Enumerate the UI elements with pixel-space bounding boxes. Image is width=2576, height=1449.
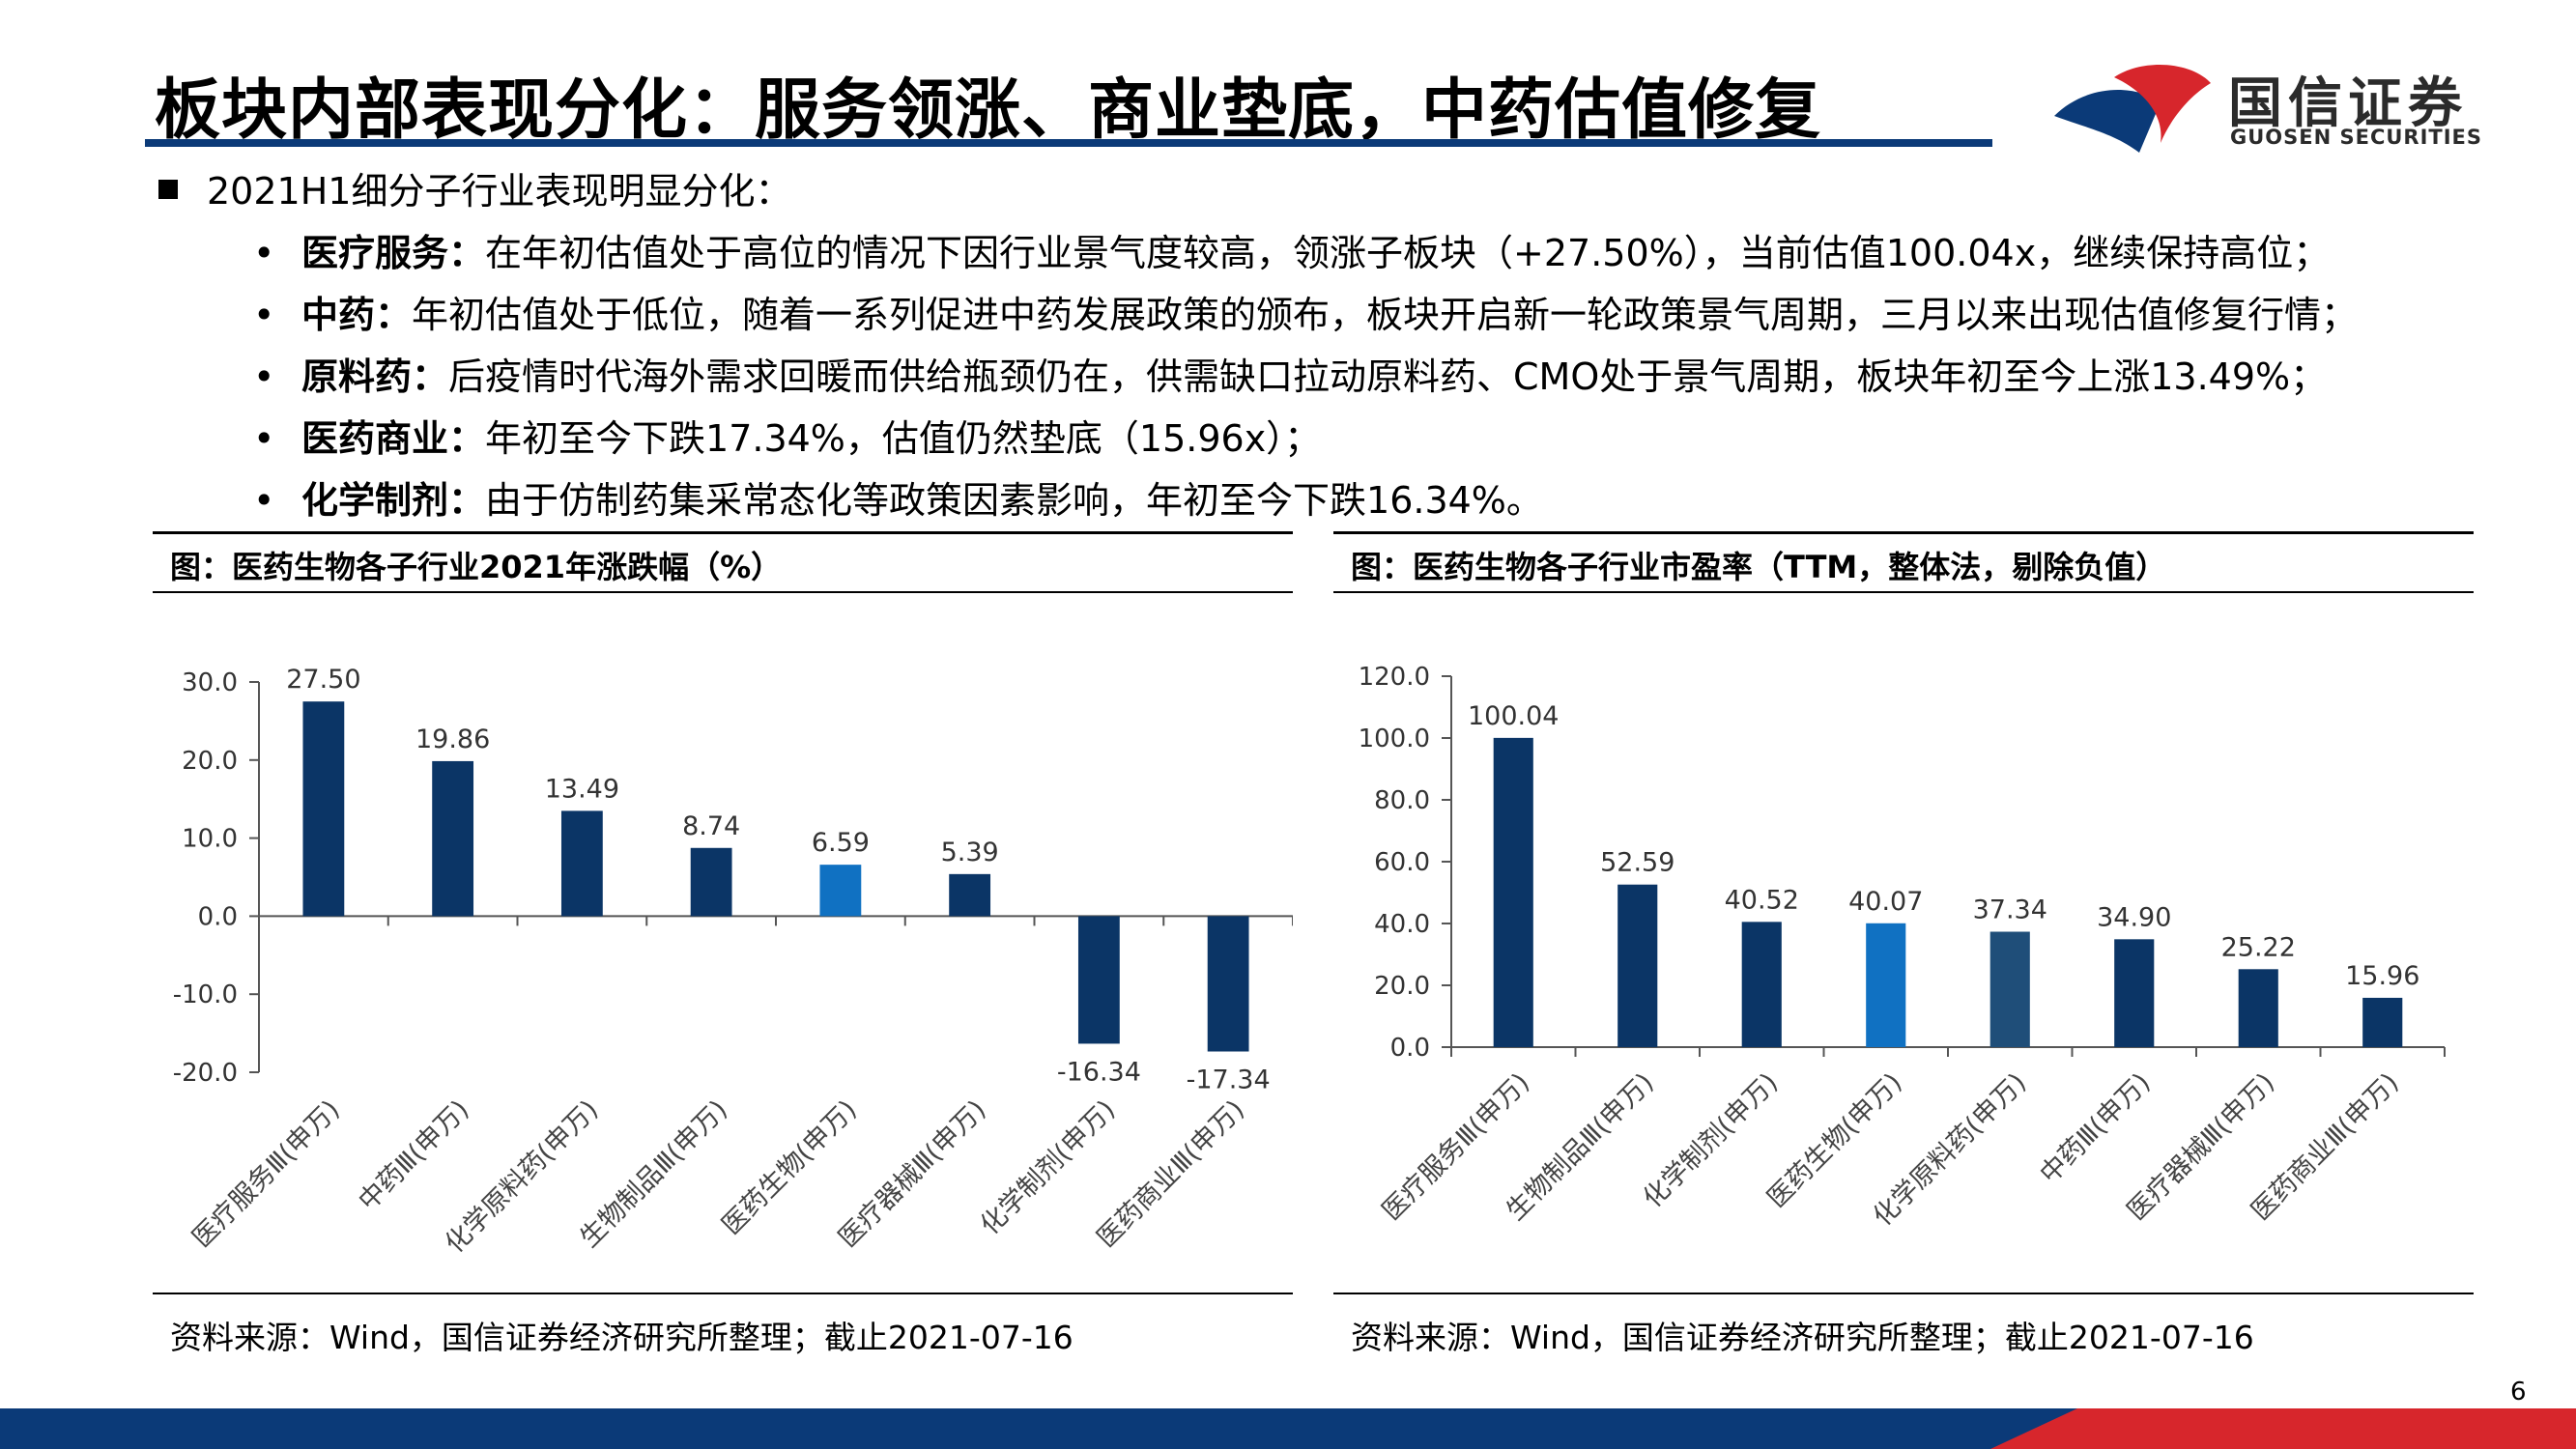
bullet-main: 2021H1细分子行业表现明显分化： [158,160,2358,222]
bar [1989,931,2030,1047]
data-label: 25.22 [2221,932,2296,962]
dot-bullet-icon: • [253,232,275,274]
bar [1866,923,1906,1047]
footer-accent-icon [1990,1408,2576,1449]
bar [2362,997,2403,1047]
data-label: 19.86 [415,724,490,754]
bullet-label: 医疗服务： [301,232,486,274]
bullet-text: 后疫情时代海外需求回暖而供给瓶颈仍在，供需缺口拉动原料药、CMO处于景气周期，板… [448,355,2328,398]
bar [690,847,732,917]
y-tick-label: -10.0 [173,980,238,1009]
logo-name-en: GUOSEN SECURITIES [2230,126,2483,149]
y-tick-label: 10.0 [182,825,238,854]
bullet-main-text: 2021H1细分子行业表现明显分化： [207,170,792,213]
bar [1741,922,1782,1047]
category-label: 医药生物(申万) [716,1094,862,1240]
category-label: 化学制剂(申万) [975,1094,1121,1240]
bullet-text: 年初至今下跌17.34%，估值仍然垫底（15.96x）； [485,417,1322,460]
dot-bullet-icon: • [253,479,275,522]
dot-bullet-icon: • [253,417,275,460]
square-bullet-icon [158,180,178,199]
data-label: 100.04 [1468,701,1559,731]
bullet-text: 由于仿制药集采常态化等政策因素影响，年初至今下跌16.34%。 [485,479,1543,522]
y-tick-label: 20.0 [182,747,238,776]
page-title: 板块内部表现分化：服务领涨、商业垫底，中药估值修复 [155,72,1822,149]
data-label: 34.90 [2097,902,2171,932]
data-label: 37.34 [1973,895,2047,925]
y-tick-label: 80.0 [1374,786,1430,815]
bar [949,873,991,917]
footer-bar [0,1408,2576,1449]
y-tick-label: 0.0 [198,902,238,931]
bullet-label: 医药商业： [301,417,486,460]
bar [302,701,345,917]
pe-bar-chart: 120.0100.080.060.040.020.00.0100.04医疗服务Ⅲ… [1359,663,2446,1232]
data-label: 52.59 [1600,848,1674,878]
data-label: 5.39 [941,838,999,867]
bullet-item: • 原料药：后疫情时代海外需求回暖而供给瓶颈仍在，供需缺口拉动原料药、CMO处于景… [158,346,2358,408]
bullet-text: 在年初估值处于高位的情况下因行业景气度较高，领涨子板块（+27.50%），当前估… [485,232,2331,274]
bar [2238,969,2278,1047]
dot-bullet-icon: • [253,355,275,398]
bar [1617,884,1658,1047]
bar [1077,916,1120,1044]
panel-top-rule [1333,531,2474,534]
bullet-item: • 中药：年初估值处于低位，随着一系列促进中药发展政策的颁布，板块开启新一轮政策景… [158,284,2358,346]
panel-bottom-rule [1333,1293,2474,1294]
data-label: 8.74 [682,811,740,841]
chart-title: 图：医药生物各子行业2021年涨跌幅（%） [170,549,783,585]
summary-bullets: 2021H1细分子行业表现明显分化： • 医疗服务：在年初估值处于高位的情况下因行… [158,160,2358,531]
data-label: 40.07 [1848,887,1923,917]
y-tick-label: 100.0 [1359,724,1430,753]
data-label: -17.34 [1187,1065,1271,1095]
returns-bar-chart: 30.0 20.0 10.0 0.0 -10.0 -20.0 27.50 医疗服务Ⅲ(申万) 1… [173,665,1293,1259]
bullet-label: 原料药： [301,355,449,398]
bullet-label: 中药： [301,294,413,336]
category-label: 中药Ⅲ(申万) [353,1094,474,1216]
category-label: 医疗服务Ⅲ(申万) [186,1094,346,1254]
chart-source: 资料来源：Wind，国信证券经济研究所整理；截止2021-07-16 [170,1319,1073,1356]
data-label: 6.59 [812,828,870,858]
y-tick-label: 60.0 [1374,848,1430,877]
guosen-logo-icon [2054,65,2211,153]
bullet-text: 年初估值处于低位，随着一系列促进中药发展政策的颁布，板块开启新一轮政策景气周期，… [412,294,2359,336]
y-tick-label: 120.0 [1359,663,1430,692]
category-label: 中药Ⅲ(申万) [2034,1067,2156,1189]
bullet-item: • 医疗服务：在年初估值处于高位的情况下因行业景气度较高，领涨子板块（+27.50… [158,222,2358,284]
bar [560,810,603,917]
y-tick-label: 20.0 [1374,972,1430,1001]
bar [2114,939,2155,1047]
bullet-item: • 化学制剂：由于仿制药集采常态化等政策因素影响，年初至今下跌16.34%。 [158,469,2358,531]
bar [819,865,862,917]
bar [1493,737,1533,1047]
bullet-item: • 医药商业：年初至今下跌17.34%，估值仍然垫底（15.96x）； [158,408,2358,469]
page-number: 6 [2510,1378,2527,1406]
data-label: 13.49 [545,774,619,804]
y-tick-label: -20.0 [173,1059,238,1088]
data-label: 15.96 [2345,961,2419,991]
dot-bullet-icon: • [253,294,275,336]
bullet-label: 化学制剂： [301,479,486,522]
chart-title: 图：医药生物各子行业市盈率（TTM，整体法，剔除负值） [1351,549,2167,585]
data-label: -16.34 [1057,1057,1141,1087]
chart-source: 资料来源：Wind，国信证券经济研究所整理；截止2021-07-16 [1351,1319,2254,1356]
logo-name-cn: 国信证券 [2228,72,2468,135]
panel-title-rule [1333,591,2474,593]
y-tick-label: 40.0 [1374,910,1430,939]
data-label: 40.52 [1725,885,1799,915]
panel-bottom-rule [153,1293,1293,1294]
panel-title-rule [153,591,1293,593]
data-label: 27.50 [286,665,360,695]
y-tick-label: 0.0 [1390,1034,1430,1063]
bar [432,760,474,917]
title-underline [145,139,1992,147]
y-tick-label: 30.0 [182,668,238,697]
panel-top-rule [153,531,1293,534]
bar [1207,916,1249,1052]
